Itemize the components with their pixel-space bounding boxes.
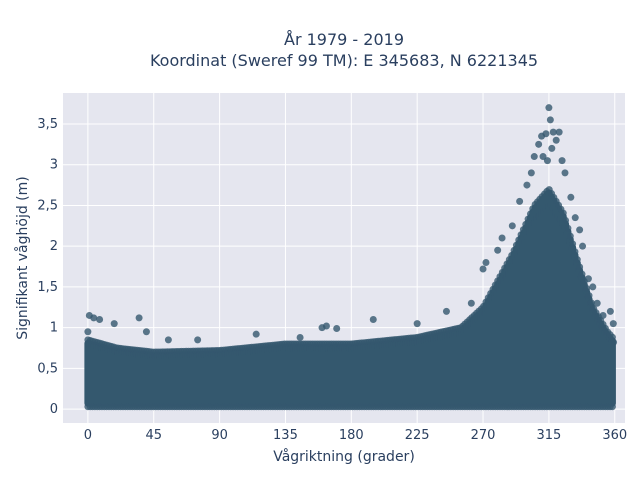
x-tick-label: 360 [602, 428, 627, 443]
outlier-point [545, 104, 553, 112]
outlier-point [110, 320, 118, 328]
outlier-point [333, 324, 341, 332]
outlier-point [482, 258, 490, 266]
x-tick-label: 0 [84, 428, 92, 443]
outlier-point [579, 242, 587, 250]
outlier-point [252, 330, 260, 338]
y-axis-ticks: 0 0,5 1 1,5 2 2,5 3 3,5 [37, 117, 58, 417]
outlier-point [135, 314, 143, 322]
outlier-point [593, 299, 601, 307]
outlier-point [606, 307, 614, 315]
y-axis-title: Signifikant våghöjd (m) [14, 176, 31, 339]
chart-title-line-2: Koordinat (Sweref 99 TM): E 345683, N 62… [150, 51, 538, 70]
outlier-point [567, 193, 575, 201]
outlier-point [84, 328, 92, 336]
x-axis-title: Vågriktning (grader) [273, 448, 415, 465]
outlier-point [516, 197, 524, 205]
outlier-point [296, 333, 304, 341]
outlier-point [442, 307, 450, 315]
outlier-point [369, 316, 377, 324]
outlier-point [609, 320, 617, 328]
data-point [578, 270, 586, 278]
dense-point-column [608, 337, 616, 407]
x-tick-label: 90 [211, 428, 228, 443]
x-tick-label: 270 [471, 428, 496, 443]
y-tick-label: 2 [50, 239, 58, 254]
outlier-point [571, 214, 579, 222]
outlier-point [96, 316, 104, 324]
outlier-point [164, 336, 172, 344]
outlier-point [555, 128, 563, 136]
outlier-point [561, 169, 569, 177]
data-point [576, 263, 584, 271]
outlier-point [549, 128, 557, 136]
outlier-point [589, 283, 597, 291]
outlier-point [599, 311, 607, 319]
outlier-point [527, 169, 535, 177]
outlier-point [90, 314, 98, 322]
data-point [571, 248, 579, 256]
x-tick-label: 315 [536, 428, 561, 443]
data-point [585, 292, 593, 300]
outlier-point [584, 275, 592, 283]
outlier-point [523, 181, 531, 189]
outlier-point [543, 157, 551, 165]
data-point [559, 209, 567, 217]
outlier-point [142, 328, 150, 336]
y-tick-label: 1,5 [37, 280, 58, 295]
outlier-point [494, 246, 502, 254]
data-point [569, 240, 577, 248]
y-tick-label: 1 [50, 321, 58, 336]
outlier-point [539, 153, 547, 161]
data-point [587, 299, 595, 307]
outlier-point [542, 130, 550, 138]
outlier-point [498, 234, 506, 242]
y-tick-label: 3 [50, 158, 58, 173]
outlier-point [576, 226, 584, 234]
outlier-point [548, 144, 556, 152]
outlier-point [535, 140, 543, 148]
outlier-point [194, 336, 202, 344]
outlier-point [413, 320, 421, 328]
data-point [583, 284, 591, 292]
x-tick-label: 180 [339, 428, 364, 443]
outlier-point [508, 222, 516, 230]
outlier-point [322, 322, 330, 330]
data-point [573, 256, 581, 264]
outlier-point [530, 153, 538, 161]
outlier-point [546, 116, 554, 124]
data-point [608, 403, 616, 411]
data-points [84, 104, 618, 411]
x-tick-label: 45 [145, 428, 162, 443]
y-tick-label: 0 [50, 402, 58, 417]
y-tick-label: 2,5 [37, 198, 58, 213]
x-tick-label: 135 [273, 428, 298, 443]
outlier-point [467, 299, 475, 307]
y-tick-label: 3,5 [37, 117, 58, 132]
data-point [564, 224, 572, 232]
x-axis-ticks: 0 45 90 135 180 225 270 315 360 [84, 428, 627, 443]
outlier-point [479, 265, 487, 273]
outlier-point [552, 136, 560, 144]
data-point [566, 232, 574, 240]
outlier-point [558, 157, 566, 165]
x-tick-label: 225 [405, 428, 430, 443]
y-tick-label: 0,5 [37, 361, 58, 376]
data-point [610, 338, 618, 346]
chart-title-line-1: År 1979 - 2019 [284, 30, 404, 49]
data-point [562, 216, 570, 224]
